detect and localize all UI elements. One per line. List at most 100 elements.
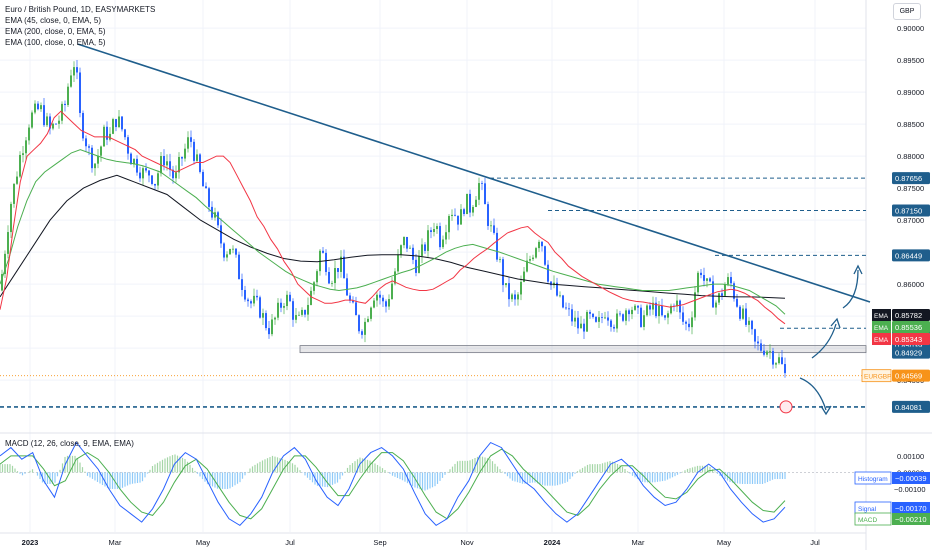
macd-signal-line (0, 448, 786, 520)
candle-body (661, 305, 663, 316)
level-tag-bg (892, 400, 930, 413)
candle-body (187, 137, 189, 149)
candle-body (25, 140, 27, 154)
candle-body (46, 116, 48, 126)
candle-body (124, 129, 126, 138)
level-tag-bg (892, 204, 930, 217)
candle-body (235, 248, 237, 255)
chart-title: Euro / British Pound, 1D, EASYMARKETS (5, 5, 156, 14)
candle-body (592, 313, 594, 318)
candle-body (271, 319, 273, 335)
candle-body (784, 364, 786, 374)
candle-body (547, 264, 549, 282)
candle-body (172, 169, 174, 179)
candle-body (619, 313, 621, 315)
candle-body (406, 236, 408, 249)
candle-body (328, 271, 330, 284)
candle-body (517, 294, 519, 300)
candle-body (445, 232, 447, 240)
candle-body (565, 307, 567, 309)
candle-body (316, 271, 318, 283)
candle-body (343, 256, 345, 279)
x-tick-label: Mar (632, 538, 645, 547)
ema-tag-3-name-bg (872, 333, 891, 345)
candle-body (358, 315, 360, 332)
candle-body (586, 311, 588, 332)
candle-body (478, 183, 480, 200)
candle-body (7, 232, 9, 254)
macd-hist-tag-value: −0.00039 (895, 474, 927, 483)
support-zone (299, 345, 867, 354)
level-tag-bg (892, 346, 930, 359)
candle-body (646, 305, 648, 316)
candle-body (16, 176, 18, 184)
candle-body (493, 225, 495, 233)
x-tick-label: May (717, 538, 731, 547)
level-tag: 0.84929 (895, 349, 922, 358)
candle-body (457, 215, 459, 225)
candle-body (349, 295, 351, 301)
candle-body (736, 298, 738, 307)
candle-body (139, 172, 141, 179)
candle-body (532, 257, 534, 260)
candle-body (475, 199, 477, 207)
candle-body (19, 154, 21, 177)
candle-body (55, 123, 57, 125)
candle-body (367, 318, 369, 322)
ema-200-line (0, 174, 786, 299)
currency-button[interactable]: GBP (893, 3, 921, 20)
macd-line-tag-name-bg (854, 512, 892, 526)
level-tag: 0.86449 (895, 251, 922, 260)
ema-tag-2-value: 0.85536 (895, 323, 922, 332)
candle-body (127, 137, 129, 154)
candle-body (223, 243, 225, 258)
candle-body (151, 175, 153, 184)
level-tag: 0.84081 (895, 403, 922, 412)
ema-tag-3-name: EMA (874, 337, 889, 344)
candle-body (307, 304, 309, 315)
macd-signal-tag-value-bg (892, 502, 930, 514)
candle-body (244, 289, 246, 300)
candle-body (769, 351, 771, 352)
candle-body (277, 302, 279, 318)
candle-body (487, 204, 489, 226)
arrow-up-1 (842, 269, 859, 309)
candle-body (430, 230, 432, 233)
candle-body (403, 236, 405, 246)
candle-body (346, 278, 348, 296)
candle-body (436, 226, 438, 230)
macd-hist-tag-value-bg (892, 472, 930, 484)
candle-body (655, 302, 657, 317)
candle-body (382, 297, 384, 302)
x-tick-label: Nov (460, 538, 474, 547)
candle-body (70, 75, 72, 87)
candle-body (490, 225, 492, 227)
candle-body (520, 281, 522, 295)
candle-body (274, 317, 276, 320)
x-tick-label: Jul (285, 538, 295, 547)
candle-body (601, 317, 603, 318)
candle-body (241, 279, 243, 290)
candle-body (94, 163, 96, 169)
candle-body (130, 153, 132, 165)
candle-body (709, 278, 711, 282)
arrow-down-head (820, 405, 832, 416)
candle-body (763, 350, 765, 355)
candle-body (751, 320, 753, 330)
candle-body (529, 259, 531, 261)
candle-body (76, 67, 78, 73)
candle-body (649, 305, 651, 310)
candle-body (220, 225, 222, 244)
candle-body (325, 252, 327, 272)
candle-body (238, 254, 240, 280)
candle-body (43, 105, 45, 126)
candle-body (640, 307, 642, 327)
candle-body (691, 317, 693, 328)
candle-body (727, 277, 729, 285)
macd-title: MACD (12, 26, close, 9, EMA, EMA) (5, 439, 134, 448)
candle-body (100, 146, 102, 156)
y-tick-label: 0.90000 (897, 24, 924, 33)
candle-body (334, 268, 336, 284)
candle-body (148, 170, 150, 176)
